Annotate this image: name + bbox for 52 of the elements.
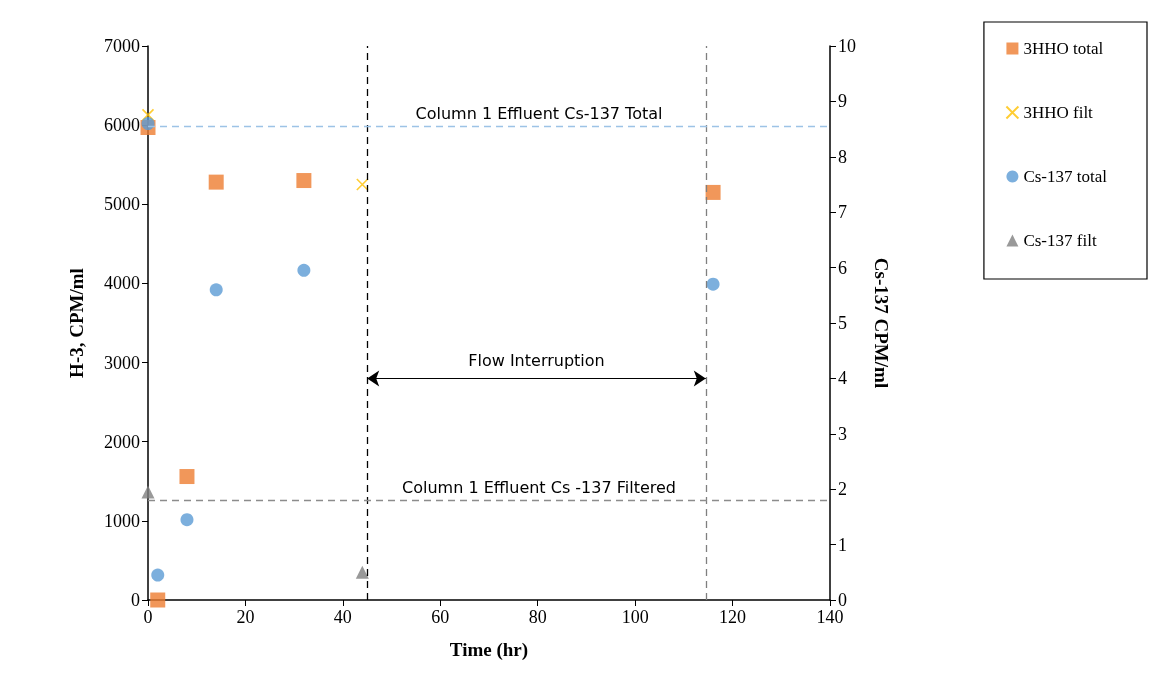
y-axis-title: H-3, CPM/ml	[66, 268, 87, 378]
x-tick-label: 60	[431, 607, 450, 627]
y2-tick-label: 10	[838, 36, 856, 56]
x-tick-label: 40	[333, 607, 352, 627]
y-tick-label: 5000	[104, 194, 140, 215]
y-tick-label: 0	[131, 590, 140, 610]
x-tick-label: 20	[236, 607, 255, 627]
y2-tick-label: 0	[838, 590, 847, 610]
x-tick-label: 0	[143, 607, 153, 627]
x-tick-label: 100	[621, 607, 649, 627]
ref-line-label: Column 1 Effluent Cs-137 Total	[415, 103, 663, 123]
legend-label: 3HHO filt	[1023, 103, 1094, 122]
point	[706, 277, 720, 291]
y-tick-label: 4000	[104, 273, 140, 294]
point	[355, 565, 369, 579]
point	[208, 174, 224, 190]
y-tick-label: 7000	[104, 36, 140, 56]
point	[141, 108, 155, 122]
point	[151, 568, 165, 582]
y-tick-label: 2000	[104, 431, 140, 452]
point	[297, 263, 311, 277]
y2-tick-label: 8	[838, 146, 847, 167]
y-tick-label: 6000	[104, 115, 140, 136]
point	[180, 513, 194, 527]
legend-label: 3HHO total	[1023, 39, 1104, 58]
y-tick-label: 1000	[104, 510, 140, 531]
point	[296, 173, 312, 189]
x-axis-title: Time (hr)	[449, 639, 529, 661]
point	[141, 485, 155, 499]
legend-label: Cs-137 filt	[1023, 231, 1097, 250]
x-tick-label: 80	[528, 607, 547, 627]
ref-line-label: Column 1 Effluent Cs -137 Filtered	[402, 477, 676, 497]
y-tick-label: 3000	[104, 352, 140, 373]
x-tick-label: 120	[719, 607, 747, 627]
y2-tick-label: 5	[838, 313, 847, 333]
point	[705, 184, 721, 200]
y2-tick-label: 7	[838, 202, 847, 223]
y2-tick-label: 3	[838, 423, 847, 444]
y2-tick-label: 4	[838, 368, 847, 389]
y2-axis-title: Cs-137 CPM/ml	[871, 257, 892, 389]
point	[150, 592, 166, 608]
point	[209, 283, 223, 297]
y2-tick-label: 6	[838, 257, 847, 278]
point	[356, 178, 369, 191]
legend-label: Cs-137 total	[1023, 167, 1108, 186]
point	[179, 469, 195, 485]
y2-tick-label: 1	[838, 534, 847, 555]
annotation: Flow Interruption	[468, 350, 605, 370]
y2-tick-label: 9	[838, 91, 847, 112]
x-tick-label: 140	[816, 607, 844, 627]
point	[141, 117, 155, 131]
y2-tick-label: 2	[838, 479, 847, 500]
